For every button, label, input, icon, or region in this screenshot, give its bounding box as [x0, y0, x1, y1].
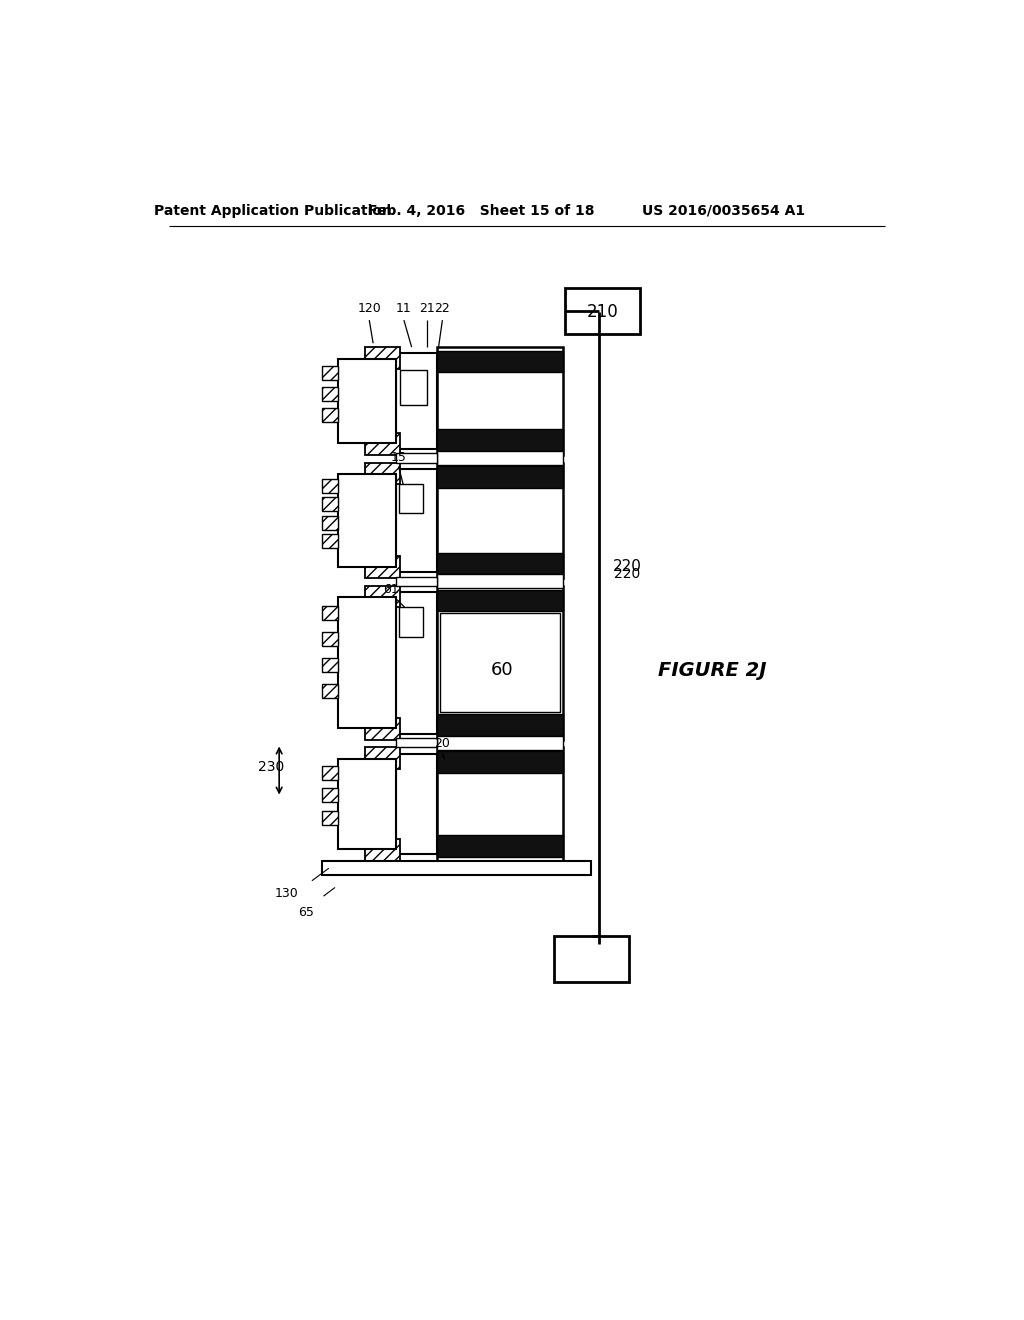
Text: 15: 15: [390, 450, 407, 463]
Bar: [437, 553, 563, 574]
Text: 220: 220: [613, 558, 642, 574]
Bar: [366, 433, 400, 455]
Bar: [339, 759, 396, 849]
Bar: [366, 718, 400, 739]
Bar: [396, 453, 437, 462]
Bar: [322, 684, 339, 698]
Bar: [565, 288, 640, 334]
Bar: [322, 861, 591, 875]
Bar: [322, 498, 339, 511]
Text: 60: 60: [490, 661, 513, 680]
Text: Feb. 4, 2016   Sheet 15 of 18: Feb. 4, 2016 Sheet 15 of 18: [368, 203, 594, 218]
Bar: [437, 836, 563, 857]
Bar: [437, 747, 563, 861]
Bar: [322, 766, 339, 780]
Bar: [396, 591, 437, 734]
Text: 65: 65: [298, 907, 314, 920]
Text: FIGURE 2J: FIGURE 2J: [657, 661, 766, 680]
Bar: [437, 462, 563, 578]
Text: 22: 22: [434, 302, 451, 315]
Bar: [437, 347, 563, 455]
Bar: [437, 351, 563, 372]
Bar: [396, 354, 437, 449]
Bar: [437, 466, 563, 488]
Bar: [322, 408, 339, 422]
Text: 11: 11: [396, 302, 412, 315]
Bar: [437, 574, 563, 589]
Bar: [396, 738, 437, 747]
Bar: [366, 747, 400, 770]
Bar: [322, 479, 339, 492]
Bar: [437, 714, 563, 737]
Bar: [339, 474, 396, 566]
Bar: [400, 370, 427, 405]
Bar: [366, 462, 400, 484]
Bar: [396, 754, 437, 854]
Bar: [437, 586, 563, 739]
Bar: [437, 451, 563, 465]
Text: US 2016/0035654 A1: US 2016/0035654 A1: [642, 203, 805, 218]
Bar: [322, 535, 339, 548]
Text: 130: 130: [274, 887, 298, 900]
Text: 210: 210: [587, 304, 618, 321]
Bar: [322, 516, 339, 529]
Bar: [437, 429, 563, 451]
Text: 21: 21: [419, 302, 435, 315]
Bar: [437, 737, 563, 750]
Bar: [322, 788, 339, 803]
Bar: [398, 484, 423, 513]
Bar: [322, 387, 339, 401]
Bar: [437, 751, 563, 774]
Text: 220: 220: [614, 568, 640, 581]
Bar: [398, 607, 423, 636]
Bar: [322, 606, 339, 619]
Bar: [366, 586, 400, 607]
Text: 120: 120: [357, 302, 381, 315]
Bar: [396, 577, 437, 586]
Text: 61: 61: [383, 583, 398, 597]
Bar: [366, 840, 400, 861]
Bar: [366, 347, 400, 368]
Bar: [322, 659, 339, 672]
Bar: [437, 590, 563, 611]
Bar: [322, 632, 339, 645]
Bar: [339, 597, 396, 729]
Bar: [554, 936, 629, 982]
Text: 20: 20: [434, 737, 451, 750]
Text: 230: 230: [258, 760, 284, 774]
Bar: [440, 614, 560, 711]
Bar: [322, 810, 339, 825]
Bar: [322, 366, 339, 380]
Bar: [339, 359, 396, 444]
Text: Patent Application Publication: Patent Application Publication: [155, 203, 392, 218]
Bar: [396, 469, 437, 572]
Bar: [366, 557, 400, 578]
